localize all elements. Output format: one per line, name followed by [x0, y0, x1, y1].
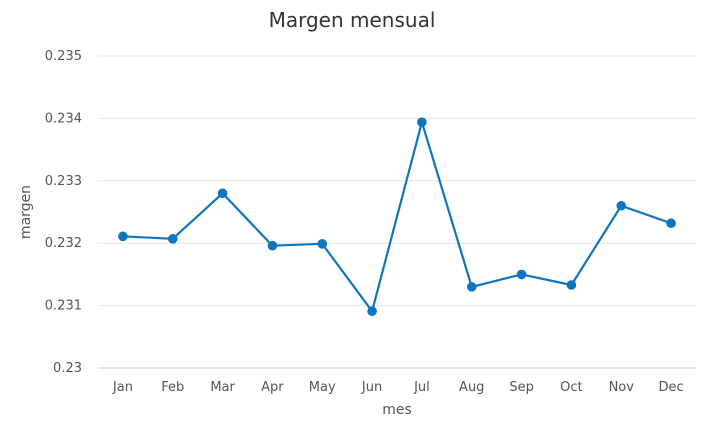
x-tick-label: Jan [112, 380, 133, 395]
data-point[interactable] [267, 240, 278, 251]
x-tick-label: Jul [413, 380, 430, 395]
y-axis-ticks: 0.23 0.231 0.232 0.233 0.234 0.235 [45, 49, 82, 376]
data-point[interactable] [217, 188, 228, 199]
x-axis-ticks: Jan Feb Mar Apr May Jun Jul Aug Sep Oct Nov Dec [112, 380, 684, 395]
data-point[interactable] [616, 200, 627, 211]
y-tick-label: 0.234 [45, 111, 82, 126]
y-tick-label: 0.235 [45, 49, 82, 64]
y-tick-label: 0.232 [45, 236, 82, 251]
y-tick-label: 0.23 [53, 361, 82, 376]
data-point[interactable] [417, 117, 427, 127]
series-group [118, 117, 676, 317]
data-point[interactable] [666, 218, 676, 229]
x-axis-label: mes [382, 402, 412, 418]
data-point[interactable] [167, 234, 178, 244]
data-point[interactable] [118, 231, 128, 242]
x-tick-label: Apr [261, 380, 284, 395]
chart-title: Margen mensual [269, 8, 436, 32]
x-tick-label: Aug [459, 380, 484, 395]
y-tick-label: 0.231 [45, 299, 82, 314]
series-line [122, 121, 672, 313]
data-point[interactable] [367, 306, 377, 317]
x-tick-label: Feb [161, 380, 184, 395]
x-tick-label: Mar [210, 380, 235, 395]
data-point[interactable] [566, 280, 577, 290]
y-axis-label: margen [18, 185, 34, 239]
x-tick-label: May [309, 380, 336, 395]
data-point[interactable] [516, 269, 527, 280]
gridlines [98, 55, 696, 369]
data-point[interactable] [466, 282, 477, 292]
x-tick-label: Jun [361, 380, 382, 395]
x-tick-label: Sep [509, 380, 534, 395]
x-tick-label: Dec [659, 380, 684, 395]
x-tick-label: Oct [560, 380, 582, 395]
x-tick-label: Nov [609, 380, 635, 395]
data-point[interactable] [317, 239, 328, 249]
y-tick-label: 0.233 [45, 174, 82, 189]
